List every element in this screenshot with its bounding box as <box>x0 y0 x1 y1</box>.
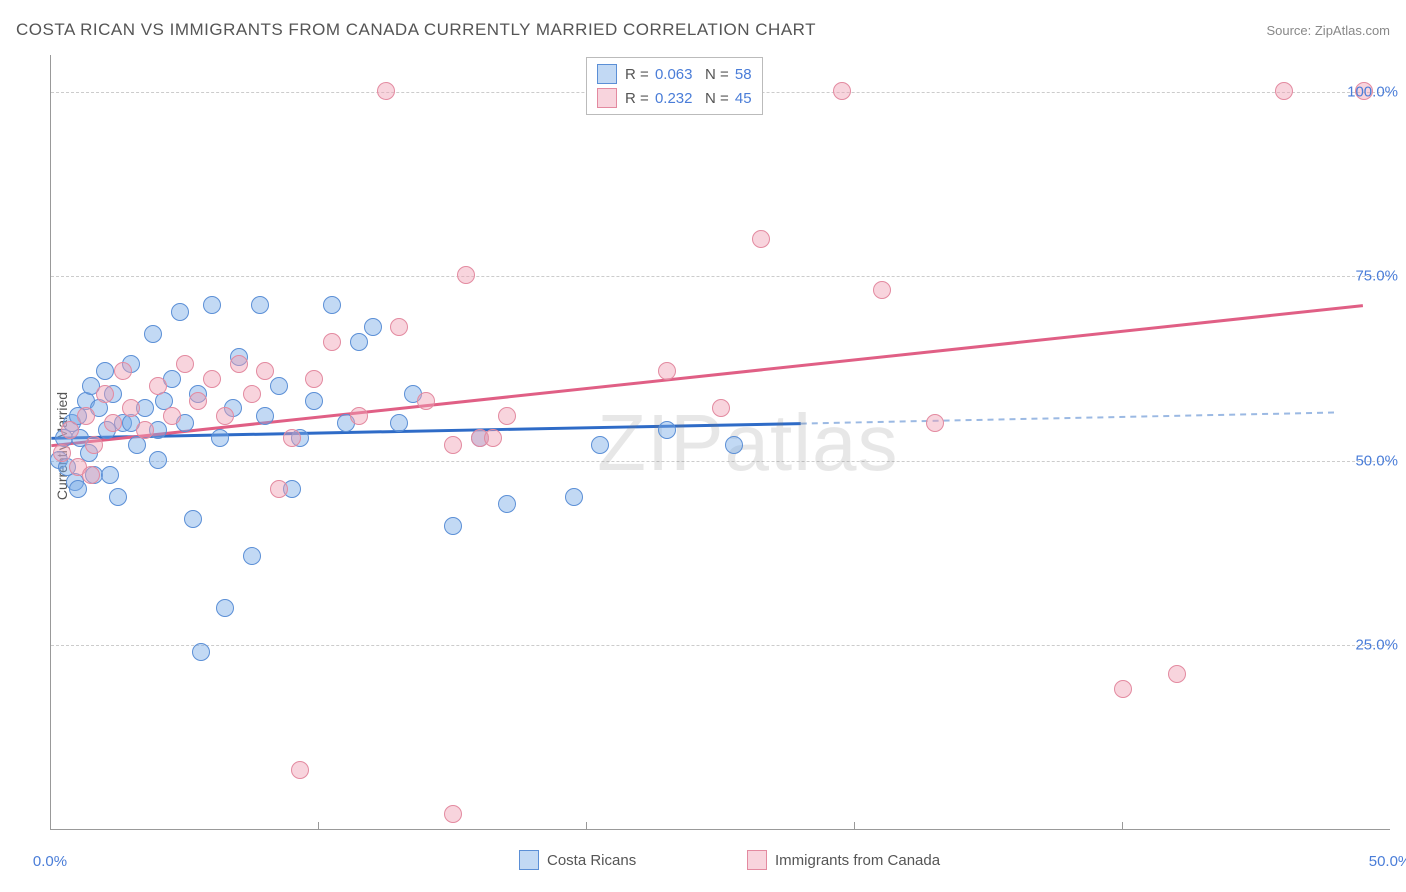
y-tick-label: 25.0% <box>1355 637 1398 654</box>
scatter-point <box>725 436 743 454</box>
series-legend-item: Costa Ricans <box>519 850 636 870</box>
scatter-point <box>211 429 229 447</box>
scatter-point <box>323 296 341 314</box>
legend-swatch <box>747 850 767 870</box>
x-tick-label: 50.0% <box>1369 853 1406 870</box>
scatter-point <box>189 392 207 410</box>
scatter-point <box>163 407 181 425</box>
scatter-point <box>1114 680 1132 698</box>
scatter-point <box>390 414 408 432</box>
legend-stat-text: R = 0.063 N = 58 <box>625 66 752 83</box>
scatter-point <box>216 599 234 617</box>
scatter-point <box>305 392 323 410</box>
scatter-point <box>444 805 462 823</box>
chart-title: COSTA RICAN VS IMMIGRANTS FROM CANADA CU… <box>16 20 816 40</box>
scatter-point <box>350 407 368 425</box>
scatter-point <box>926 414 944 432</box>
y-tick-label: 75.0% <box>1355 268 1398 285</box>
scatter-point <box>833 82 851 100</box>
x-tick-mark <box>854 822 855 830</box>
watermark: ZIPatlas <box>597 397 898 489</box>
scatter-point <box>184 510 202 528</box>
scatter-point <box>203 370 221 388</box>
scatter-point <box>144 325 162 343</box>
scatter-point <box>323 333 341 351</box>
scatter-point <box>498 495 516 513</box>
x-tick-mark <box>318 822 319 830</box>
scatter-point <box>270 480 288 498</box>
scatter-point <box>149 451 167 469</box>
scatter-point <box>104 414 122 432</box>
scatter-point <box>291 761 309 779</box>
legend-swatch <box>519 850 539 870</box>
y-tick-label: 100.0% <box>1347 83 1398 100</box>
scatter-point <box>176 355 194 373</box>
scatter-point <box>149 377 167 395</box>
scatter-point <box>565 488 583 506</box>
scatter-point <box>256 407 274 425</box>
scatter-point <box>230 355 248 373</box>
scatter-point <box>122 399 140 417</box>
scatter-point <box>270 377 288 395</box>
series-legend-label: Costa Ricans <box>547 852 636 869</box>
scatter-point <box>712 399 730 417</box>
scatter-point <box>390 318 408 336</box>
scatter-point <box>377 82 395 100</box>
scatter-point <box>305 370 323 388</box>
scatter-point <box>96 362 114 380</box>
scatter-point <box>243 547 261 565</box>
scatter-point <box>1168 665 1186 683</box>
scatter-point <box>192 643 210 661</box>
chart-header: COSTA RICAN VS IMMIGRANTS FROM CANADA CU… <box>16 20 1390 40</box>
series-legend-label: Immigrants from Canada <box>775 852 940 869</box>
scatter-point <box>53 444 71 462</box>
scatter-point <box>96 385 114 403</box>
scatter-point <box>417 392 435 410</box>
scatter-point <box>136 421 154 439</box>
scatter-point <box>591 436 609 454</box>
scatter-point <box>350 333 368 351</box>
gridline <box>51 645 1390 646</box>
correlation-legend: R = 0.063 N = 58 R = 0.232 N = 45 <box>586 57 763 115</box>
legend-stat-text: R = 0.232 N = 45 <box>625 90 752 107</box>
legend-swatch <box>597 64 617 84</box>
scatter-plot-area: ZIPatlas <box>50 55 1390 830</box>
scatter-point <box>243 385 261 403</box>
legend-row: R = 0.063 N = 58 <box>597 62 752 86</box>
x-tick-label: 0.0% <box>33 853 67 870</box>
scatter-point <box>444 517 462 535</box>
legend-swatch <box>597 88 617 108</box>
scatter-point <box>283 429 301 447</box>
scatter-point <box>85 436 103 454</box>
x-tick-mark <box>586 822 587 830</box>
scatter-point <box>216 407 234 425</box>
scatter-point <box>457 266 475 284</box>
scatter-point <box>77 407 95 425</box>
scatter-point <box>658 421 676 439</box>
scatter-point <box>444 436 462 454</box>
scatter-point <box>256 362 274 380</box>
y-tick-label: 50.0% <box>1355 452 1398 469</box>
scatter-point <box>114 362 132 380</box>
gridline <box>51 276 1390 277</box>
scatter-point <box>109 488 127 506</box>
x-tick-mark <box>1122 822 1123 830</box>
scatter-point <box>498 407 516 425</box>
scatter-point <box>61 421 79 439</box>
scatter-point <box>752 230 770 248</box>
scatter-point <box>171 303 189 321</box>
scatter-point <box>251 296 269 314</box>
scatter-point <box>658 362 676 380</box>
scatter-point <box>69 480 87 498</box>
scatter-point <box>484 429 502 447</box>
scatter-point <box>873 281 891 299</box>
scatter-point <box>203 296 221 314</box>
scatter-point <box>364 318 382 336</box>
series-legend-item: Immigrants from Canada <box>747 850 940 870</box>
scatter-point <box>101 466 119 484</box>
source-label: Source: ZipAtlas.com <box>1266 23 1390 38</box>
scatter-point <box>82 466 100 484</box>
legend-row: R = 0.232 N = 45 <box>597 86 752 110</box>
scatter-point <box>1275 82 1293 100</box>
